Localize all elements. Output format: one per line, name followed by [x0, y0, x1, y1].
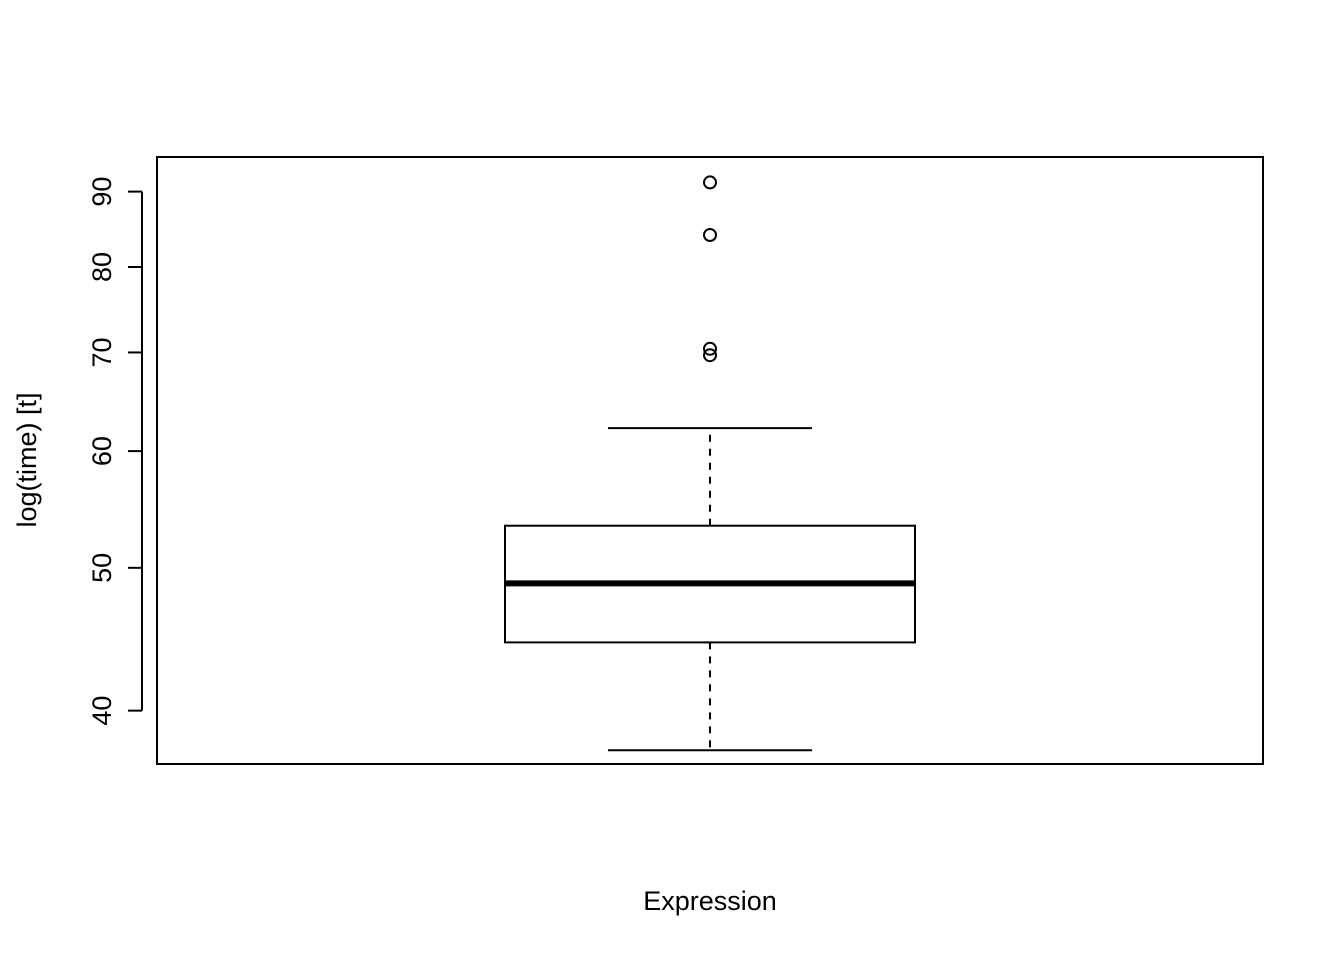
outlier-point [703, 175, 717, 190]
y-tick-label: 40 [87, 696, 117, 726]
y-tick-label: 70 [87, 337, 117, 367]
y-tick-label: 50 [87, 553, 117, 583]
y-axis: 40 50 60 70 80 90 [87, 177, 143, 726]
x-axis-label: Expression [643, 886, 777, 916]
y-axis-label: log(time) [t] [12, 392, 42, 527]
outlier-point [703, 348, 717, 363]
y-tick-label: 60 [87, 436, 117, 466]
y-tick-label: 80 [87, 252, 117, 282]
box-series [504, 175, 916, 752]
plot-frame [156, 156, 1264, 765]
y-tick-label: 90 [87, 177, 117, 207]
outlier-point [703, 228, 717, 243]
outlier-point [703, 341, 717, 356]
